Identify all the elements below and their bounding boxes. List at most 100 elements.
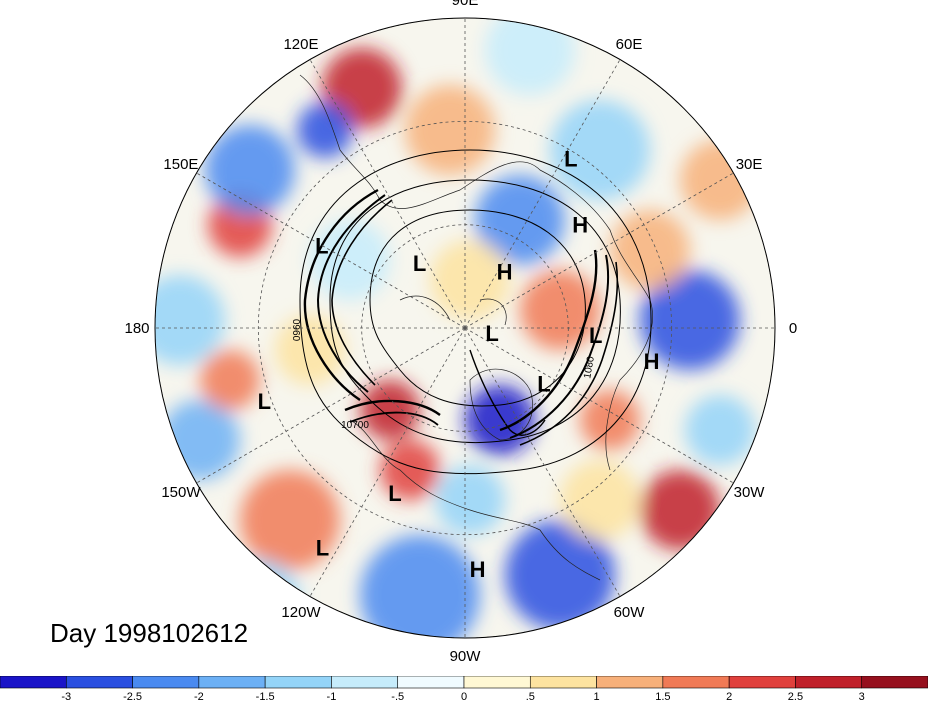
- low-pressure-label: L: [537, 371, 550, 396]
- colorbar-tick-label: 2: [726, 691, 732, 702]
- colorbar-box: [463, 676, 531, 689]
- height-contours: [299, 149, 652, 475]
- low-pressure-label: L: [485, 321, 498, 346]
- anomaly-patch: [685, 395, 755, 465]
- anomaly-patch: [435, 465, 505, 535]
- anomaly-patch: [640, 470, 720, 550]
- anomaly-patch: [360, 535, 480, 638]
- anomaly-patch: [155, 275, 225, 365]
- longitude-label: 90W: [450, 648, 482, 665]
- anomaly-patch: [485, 18, 575, 95]
- graticule: [155, 18, 775, 638]
- north-america-coastline: [349, 419, 601, 581]
- low-pressure-label: L: [258, 389, 271, 414]
- jet-east-bundle-3: [519, 261, 619, 446]
- contour-labels: 0960 10700 1080: [292, 318, 597, 431]
- longitude-label: 60W: [614, 604, 646, 621]
- colorbar-tick-label: 3: [859, 691, 865, 702]
- colorbar-box: [331, 676, 399, 689]
- jet-west-bundle-3: [331, 199, 393, 386]
- colorbar-tick-labels: -3 -2.5 -2 -1.5 -1 -.5 0 .5 1 1.5 2 2.5 3: [61, 691, 864, 702]
- contour-outer: [299, 149, 652, 475]
- colorbar-box: [662, 676, 730, 689]
- colorbar-box: [596, 676, 664, 689]
- longitude-label: 30W: [734, 484, 766, 501]
- low-pressure-label: L: [388, 481, 401, 506]
- colorbar-tick-label: 2.5: [788, 691, 803, 702]
- contour-inner: [369, 209, 586, 407]
- colorbar-box: [132, 676, 200, 689]
- longitude-label: 120W: [281, 604, 321, 621]
- anomaly-patch: [550, 100, 650, 200]
- low-pressure-label: L: [316, 536, 329, 561]
- longitude-label: 0: [789, 320, 797, 337]
- anomaly-patch: [405, 85, 495, 175]
- eurasia-coastline: [299, 74, 653, 471]
- anomaly-patch: [380, 440, 440, 500]
- colorbar-tick-label: -1.5: [256, 691, 275, 702]
- colorbar-box: [0, 676, 67, 689]
- low-pressure-label: L: [413, 251, 426, 276]
- anomaly-patch: [610, 210, 690, 290]
- longitude-label: 120E: [283, 36, 318, 53]
- anomaly-patch: [275, 315, 345, 385]
- contour-value-label: 10700: [341, 420, 369, 431]
- colorbar-tick-label: 1: [594, 691, 600, 702]
- jet-south-bundle-2: [349, 411, 439, 426]
- colorbar-tick-label: -2: [194, 691, 204, 702]
- colorbar-tick-label: 0: [461, 691, 467, 702]
- anomaly-patch: [640, 270, 740, 370]
- pressure-centers: L H H L L L L H L L L L H: [258, 147, 660, 582]
- colorbar-box: [397, 676, 465, 689]
- jet-west-bundle: [303, 188, 379, 401]
- anomaly-patch: [200, 350, 260, 410]
- jet-west-bundle-2: [316, 194, 386, 393]
- colorbar: -3 -2.5 -2 -1.5 -1 -.5 0 .5 1 1.5 2 2.5 3: [0, 676, 928, 702]
- low-pressure-label: L: [564, 147, 577, 172]
- colorbar-box: [264, 676, 332, 689]
- colorbar-tick-label: .5: [526, 691, 535, 702]
- longitude-label: 60E: [616, 36, 643, 53]
- longitude-label: 30E: [736, 156, 763, 173]
- anomaly-patch: [505, 520, 615, 630]
- colorbar-box: [65, 676, 133, 689]
- anomaly-patch: [310, 220, 390, 300]
- contour-value-label: 1080: [582, 355, 597, 379]
- anomaly-patch: [560, 460, 640, 540]
- contour-mid: [329, 179, 621, 444]
- anomaly-patch: [240, 470, 340, 570]
- colorbar-boxes: [0, 676, 928, 689]
- colorbar-box: [728, 676, 796, 689]
- longitude-label: 150W: [161, 484, 201, 501]
- anomaly-patch: [430, 240, 510, 320]
- anomaly-patch: [465, 385, 535, 455]
- anomaly-patch: [475, 175, 565, 265]
- anomaly-patch: [580, 390, 640, 450]
- greenland-coastline: [469, 368, 533, 441]
- jet-east-bundle: [499, 249, 598, 432]
- day-label: Day 1998102612: [50, 618, 249, 648]
- colorbar-box: [198, 676, 266, 689]
- longitude-label: 90E: [452, 0, 479, 9]
- low-pressure-label: L: [315, 233, 328, 258]
- anomaly-shading: [155, 18, 760, 638]
- colorbar-box: [529, 676, 597, 689]
- high-pressure-label: H: [470, 557, 486, 582]
- high-pressure-label: H: [497, 260, 513, 285]
- continent-outlines: [299, 74, 653, 581]
- anomaly-patch: [160, 400, 240, 480]
- colorbar-tick-label: -3: [61, 691, 71, 702]
- low-pressure-label: L: [589, 323, 602, 348]
- colorbar-tick-label: -1: [327, 691, 337, 702]
- map-boundary: [154, 17, 776, 639]
- anomaly-patch: [520, 270, 600, 350]
- colorbar-tick-label: 1.5: [655, 691, 670, 702]
- anomaly-patch: [360, 380, 420, 440]
- trough-north-america: [469, 349, 546, 436]
- arctic-islands: [399, 295, 507, 326]
- longitude-label: 150E: [163, 156, 198, 173]
- longitude-label: 180: [124, 320, 149, 337]
- high-pressure-label: H: [644, 349, 660, 374]
- longitude-labels: 90E 60E 30E 0 30W 60W 90W 120W 150W 180 150E 120E: [124, 0, 797, 665]
- anomaly-patch: [297, 102, 353, 158]
